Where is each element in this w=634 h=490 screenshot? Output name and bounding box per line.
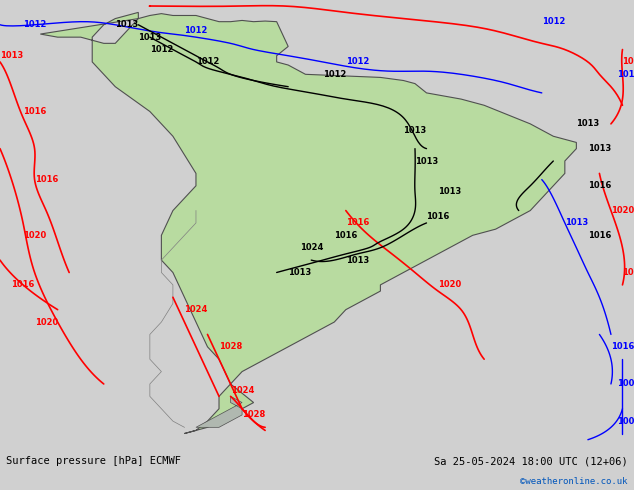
Text: 1000: 1000 (617, 379, 634, 389)
Text: 1004: 1004 (617, 416, 634, 426)
Text: 1016: 1016 (35, 175, 58, 184)
Text: 1016: 1016 (588, 231, 611, 240)
Text: 1012: 1012 (150, 45, 173, 54)
Polygon shape (41, 12, 576, 434)
Text: 1012: 1012 (196, 57, 219, 67)
Text: 1024: 1024 (184, 305, 208, 314)
Text: Surface pressure [hPa] ECMWF: Surface pressure [hPa] ECMWF (6, 456, 181, 466)
Text: 1012: 1012 (542, 17, 565, 26)
Text: 1020: 1020 (23, 231, 46, 240)
Polygon shape (196, 396, 242, 427)
Text: 1028: 1028 (219, 343, 242, 351)
Text: 1013: 1013 (0, 51, 23, 60)
Text: 1013: 1013 (346, 256, 369, 265)
Text: 1012: 1012 (323, 70, 346, 79)
Text: 1012: 1012 (184, 26, 208, 35)
Text: 1016: 1016 (611, 343, 634, 351)
Text: 1012: 1012 (346, 57, 369, 67)
Text: 1013: 1013 (588, 144, 611, 153)
Text: 1013: 1013 (565, 219, 588, 227)
Text: 1013: 1013 (576, 120, 600, 128)
Text: 1016: 1016 (334, 231, 358, 240)
Text: 1012: 1012 (617, 70, 634, 79)
Text: 1013: 1013 (288, 268, 311, 277)
Text: 1020: 1020 (35, 318, 58, 326)
Text: 1020: 1020 (611, 206, 634, 215)
Text: 1024: 1024 (231, 386, 254, 394)
Text: 1028: 1028 (242, 411, 265, 419)
Text: 1013: 1013 (415, 156, 438, 166)
Text: 1012: 1012 (23, 20, 46, 29)
Text: 1016: 1016 (427, 212, 450, 221)
Text: 1013: 1013 (403, 125, 427, 135)
Text: 1016: 1016 (23, 107, 46, 116)
Text: 1020: 1020 (623, 268, 634, 277)
Text: 1013: 1013 (138, 33, 162, 42)
Text: 1016: 1016 (11, 280, 35, 290)
Text: 1016: 1016 (346, 219, 369, 227)
Text: 1020: 1020 (438, 280, 462, 290)
Text: ©weatheronline.co.uk: ©weatheronline.co.uk (520, 477, 628, 486)
Text: 1013: 1013 (438, 188, 462, 196)
Text: 1020: 1020 (623, 57, 634, 67)
Text: Sa 25-05-2024 18:00 UTC (12+06): Sa 25-05-2024 18:00 UTC (12+06) (434, 456, 628, 466)
Text: 1016: 1016 (588, 181, 611, 190)
Text: 1024: 1024 (300, 243, 323, 252)
Text: 1013: 1013 (115, 20, 138, 29)
